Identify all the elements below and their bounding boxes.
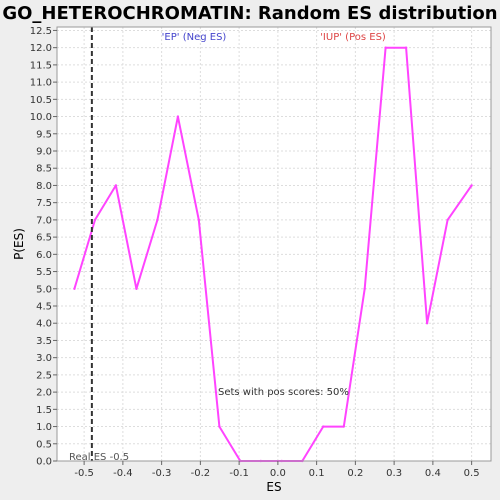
es-data-point	[425, 322, 429, 325]
es-data-point	[156, 218, 159, 222]
y-tick-label: 10.0	[30, 112, 52, 123]
plot-frame	[56, 26, 492, 462]
y-tick-label: 11.0	[30, 78, 52, 89]
y-tick-label: 9.5	[36, 129, 52, 140]
grid-lines	[57, 27, 491, 462]
chart-title: GO_HETEROCHROMATIN: Random ES distributi…	[2, 3, 497, 24]
real-es-label: Real ES -0.5	[69, 452, 129, 463]
y-tick-label: 5.0	[36, 284, 52, 295]
x-tick-label: -0.1	[229, 468, 249, 479]
x-tick-label: -0.2	[191, 468, 211, 479]
es-data-point	[384, 46, 387, 49]
y-axis-label: P(ES)	[12, 228, 26, 260]
es-data-point	[363, 287, 366, 290]
x-tick-label: -0.5	[74, 468, 94, 479]
y-tick-label: 2.5	[36, 370, 52, 381]
neg-es-label: 'EP' (Neg ES)	[162, 32, 227, 43]
x-tick-label: 0.5	[464, 468, 480, 479]
es-data-point	[135, 287, 138, 290]
y-tick-label: 1.5	[36, 405, 52, 416]
x-axis-label: ES	[266, 480, 281, 494]
x-tick-label: -0.4	[113, 468, 133, 479]
es-data-point	[197, 218, 201, 222]
y-tick-label: 4.0	[36, 319, 52, 330]
es-data-point	[73, 287, 76, 290]
es-data-point	[470, 184, 473, 187]
sets-pos-scores-label: Sets with pos scores: 50%	[218, 387, 349, 398]
x-tick-label: 0.4	[425, 468, 441, 479]
y-tick-label: 12.0	[30, 43, 52, 54]
y-tick-label: 2.0	[36, 388, 52, 399]
y-tick-label: 3.0	[36, 353, 52, 364]
y-tick-label: 10.5	[30, 95, 52, 106]
y-tick-label: 1.0	[36, 422, 52, 433]
x-tick-label: 0.2	[347, 468, 363, 479]
y-tick-label: 4.5	[36, 302, 52, 313]
y-tick-label: 0.0	[36, 457, 52, 468]
y-tick-label: 7.0	[36, 215, 52, 226]
y-tick-label: 0.5	[36, 439, 52, 450]
y-tick-label: 11.5	[30, 60, 52, 71]
es-data-point	[114, 184, 118, 187]
es-data-point	[322, 425, 325, 428]
es-data-point	[176, 115, 180, 118]
y-tick-label: 9.0	[36, 147, 52, 158]
x-tick-label: 0.1	[309, 468, 325, 479]
y-tick-label: 7.5	[36, 198, 52, 209]
y-tick-label: 12.5	[30, 26, 52, 37]
pos-es-label: 'IUP' (Pos ES)	[320, 32, 386, 43]
x-tick-label: 0.0	[270, 468, 286, 479]
y-tick-label: 6.0	[36, 250, 52, 261]
y-tick-label: 8.0	[36, 181, 52, 192]
y-tick-label: 3.5	[36, 336, 52, 347]
x-tick-label: 0.3	[386, 468, 402, 479]
y-axis-ticks: 0.0 0.5 1.0 1.5 2.0 2.5 3.0 3.5 4.0 4.5 5.0 5.5 6.0 6…	[30, 26, 57, 468]
es-data-point	[404, 46, 408, 49]
es-data-point	[218, 425, 221, 428]
es-data-point	[342, 425, 345, 428]
y-tick-label: 6.5	[36, 233, 52, 244]
es-data-point	[93, 218, 97, 222]
x-axis-ticks: -0.5 -0.4 -0.3 -0.2 -0.1 0.0 0.1 0.2 0.3 0.4 0.5	[74, 461, 480, 479]
x-tick-label: -0.3	[152, 468, 172, 479]
es-data-point	[446, 218, 449, 222]
y-tick-label: 8.5	[36, 164, 52, 175]
y-tick-label: 5.5	[36, 267, 52, 278]
